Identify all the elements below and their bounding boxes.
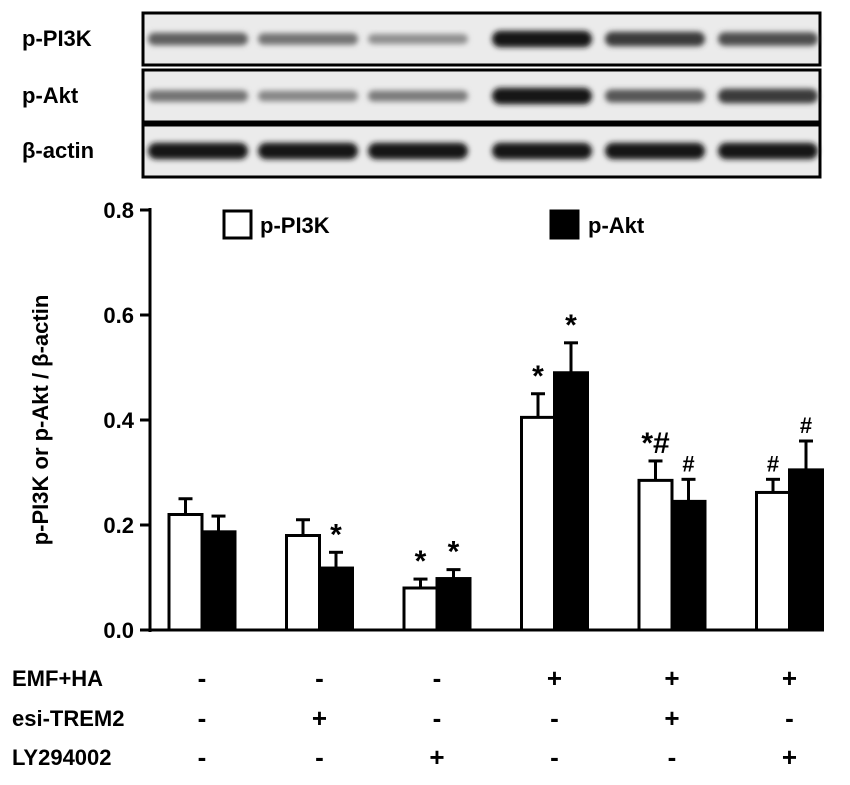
- bar-p-pi3k: [755, 490, 791, 632]
- blot-band: [605, 89, 705, 103]
- bar-chart: 0.0 0.2 0.4 0.6 0.8 p-PI3K or p-Akt / β-actin…: [28, 198, 824, 643]
- bar-p-pi3k: [402, 586, 439, 632]
- condition-sign: -: [315, 663, 324, 693]
- bar-p-pi3k: [637, 478, 674, 632]
- condition-sign: -: [433, 703, 442, 733]
- significance-marker: *: [415, 545, 427, 578]
- blot-row-label: β-actin: [22, 138, 94, 163]
- condition-sign: -: [433, 663, 442, 693]
- blot-band: [718, 32, 818, 46]
- condition-sign: -: [785, 703, 794, 733]
- blot-band: [368, 142, 468, 160]
- western-blot: p-PI3K p-Akt β-actin: [22, 11, 822, 179]
- y-tick-label: 0.0: [103, 618, 134, 643]
- blot-band: [148, 32, 248, 46]
- bar-p-akt: [200, 530, 237, 632]
- significance-marker: *#: [641, 427, 670, 460]
- legend-label: p-PI3K: [260, 213, 330, 238]
- bar-p-akt: [318, 566, 354, 632]
- condition-sign: -: [198, 742, 207, 772]
- significance-marker: *: [532, 360, 544, 393]
- condition-table: EMF+HA - - - + + + esi-TREM2 - + - - + - LY294002 - - + - -…: [12, 663, 797, 772]
- condition-sign: +: [664, 663, 679, 693]
- bar-p-akt: [788, 468, 824, 632]
- condition-label: EMF+HA: [12, 666, 103, 691]
- blot-strip: [141, 11, 822, 67]
- condition-sign: -: [198, 703, 207, 733]
- condition-sign: -: [315, 742, 324, 772]
- legend-swatch: [549, 209, 580, 240]
- condition-sign: -: [550, 703, 559, 733]
- blot-row-label: p-PI3K: [22, 26, 92, 51]
- condition-sign: +: [429, 742, 444, 772]
- legend: p-PI3K p-Akt: [222, 209, 645, 240]
- bar-p-pi3k: [285, 534, 321, 632]
- y-tick-label: 0.8: [103, 198, 134, 223]
- significance-marker: *: [565, 309, 577, 342]
- significance-marker: #: [767, 451, 779, 476]
- y-tick-label: 0.6: [103, 303, 134, 328]
- bar-p-akt: [553, 371, 589, 632]
- blot-band: [718, 142, 818, 160]
- condition-sign: -: [668, 742, 677, 772]
- legend-label: p-Akt: [588, 213, 645, 238]
- bar-p-pi3k: [167, 513, 204, 632]
- blot-band: [148, 142, 248, 160]
- significance-marker: *: [330, 518, 342, 551]
- blot-band: [258, 90, 358, 102]
- blot-row-label: p-Akt: [22, 83, 79, 108]
- bar-p-akt: [670, 499, 707, 632]
- condition-sign: +: [782, 742, 797, 772]
- bar-p-pi3k: [520, 415, 556, 632]
- condition-label: esi-TREM2: [12, 706, 124, 731]
- condition-sign: +: [312, 703, 327, 733]
- blot-strip: [141, 68, 822, 124]
- significance-marker: #: [800, 413, 812, 438]
- blot-band: [492, 142, 592, 160]
- y-tick-label: 0.2: [103, 513, 134, 538]
- blot-band: [492, 30, 592, 48]
- condition-label: LY294002: [12, 745, 112, 770]
- y-tick-label: 0.4: [103, 408, 134, 433]
- significance-marker: #: [682, 451, 694, 476]
- blot-band: [368, 34, 468, 44]
- blot-band: [148, 90, 248, 102]
- y-axis-label: p-PI3K or p-Akt / β-actin: [28, 295, 53, 546]
- blot-band: [258, 142, 358, 160]
- condition-sign: +: [782, 663, 797, 693]
- bar-p-akt: [435, 577, 472, 632]
- condition-sign: +: [547, 663, 562, 693]
- condition-sign: -: [198, 663, 207, 693]
- blot-band: [718, 88, 818, 104]
- blot-band: [605, 31, 705, 47]
- significance-marker: *: [448, 536, 460, 569]
- blot-band: [605, 142, 705, 160]
- blot-strip: [141, 123, 822, 179]
- blot-band: [492, 87, 592, 105]
- condition-sign: +: [664, 703, 679, 733]
- condition-sign: -: [550, 742, 559, 772]
- blot-band: [258, 33, 358, 45]
- legend-swatch: [222, 209, 253, 240]
- blot-band: [368, 90, 468, 102]
